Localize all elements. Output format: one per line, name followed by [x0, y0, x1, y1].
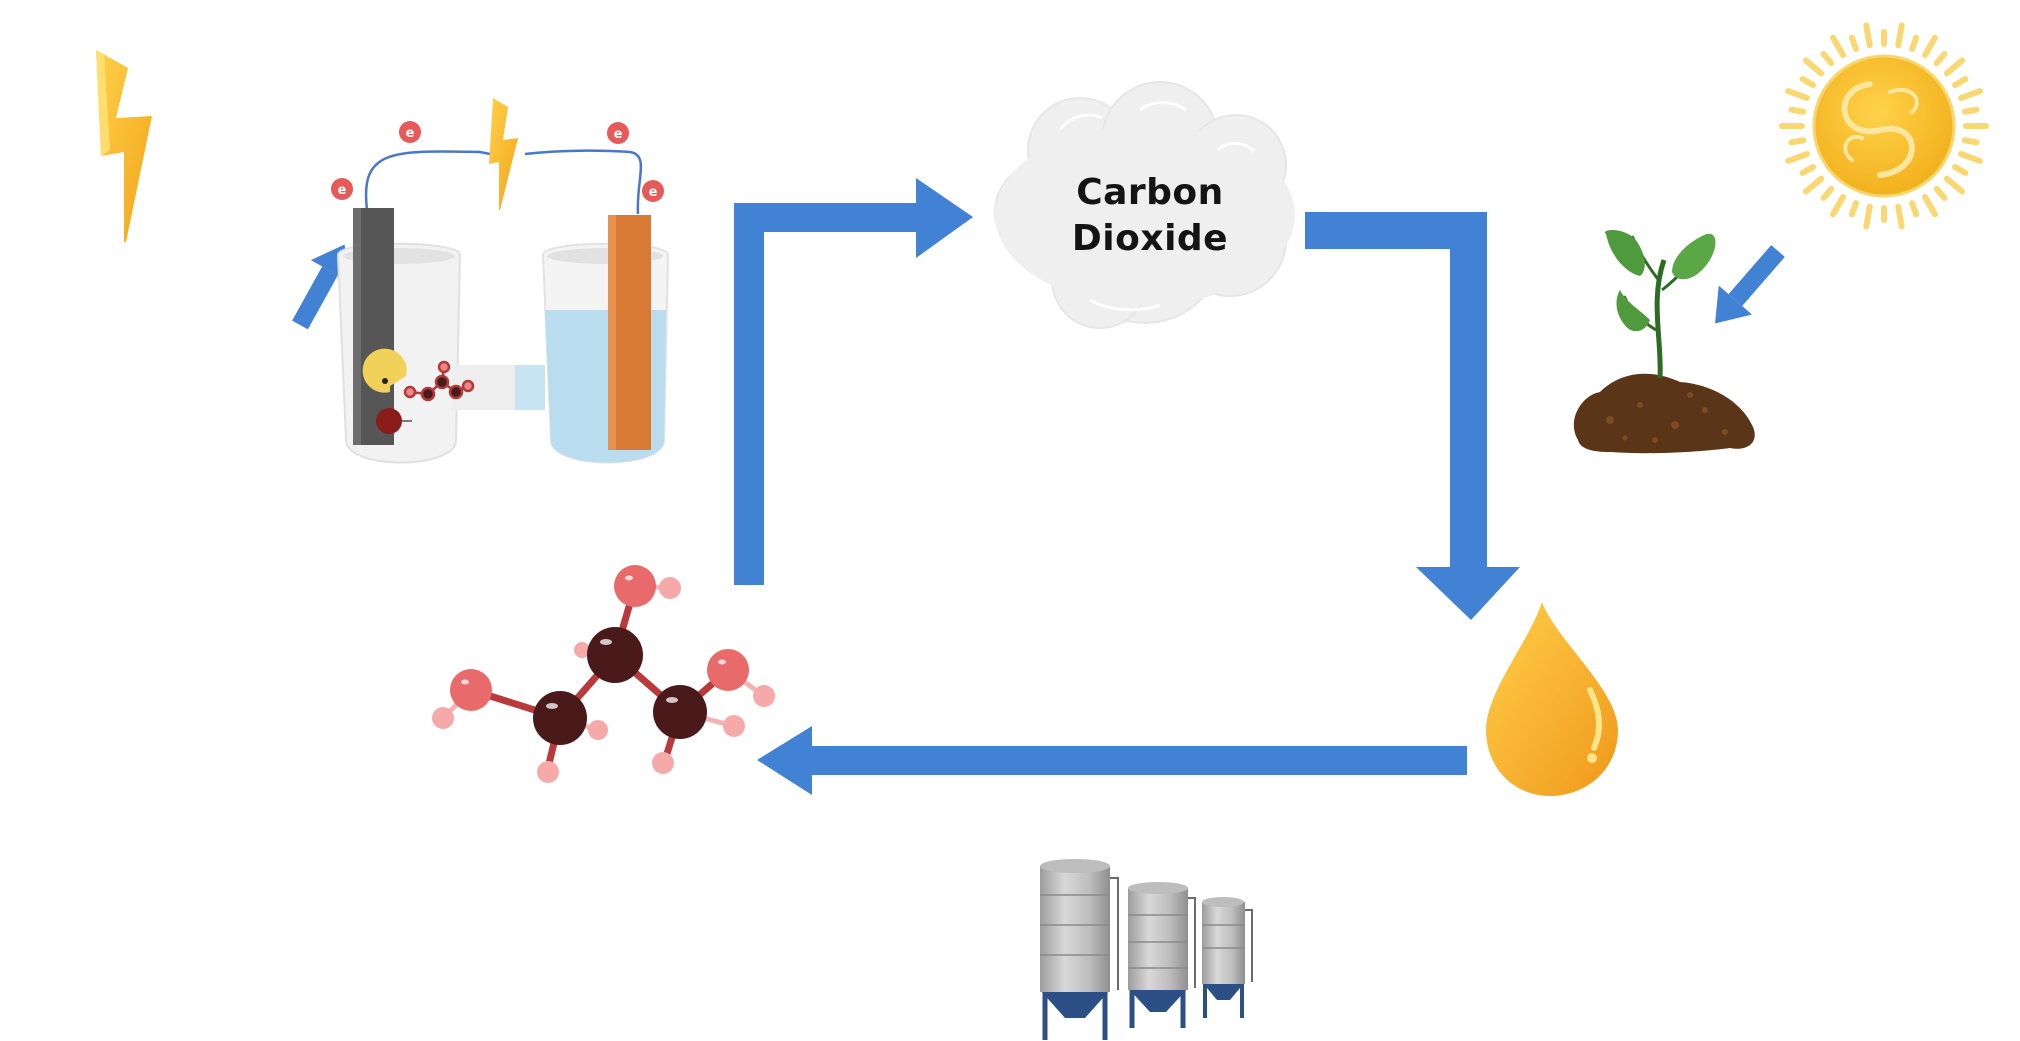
sun-ray [1933, 185, 1948, 202]
sun-ray [1802, 57, 1825, 77]
sun-ray [1785, 151, 1810, 164]
sun-ray [1802, 175, 1825, 195]
sun-ray [1909, 34, 1920, 52]
electron-4-label: e [649, 185, 658, 200]
arrow-molecule-to-co2 [734, 178, 973, 585]
silo-large [1040, 859, 1119, 1040]
sun-ray [1863, 22, 1873, 49]
molecule-icon [432, 565, 775, 783]
sun-ray [1895, 22, 1905, 49]
sun-ray [1863, 203, 1873, 230]
sun-ray [1785, 88, 1810, 101]
cycle-arrows [292, 178, 1785, 795]
sun-ray [1952, 164, 1969, 176]
electron-2-label: e [338, 183, 347, 198]
sun-ray [1943, 57, 1966, 77]
arrow-sun-to-plant [1715, 245, 1785, 324]
sun-ray [1943, 175, 1966, 195]
sun-ray [1958, 151, 1983, 164]
sun-ray [1958, 88, 1983, 101]
sun-ray [1830, 194, 1846, 218]
silo-medium [1128, 882, 1196, 1028]
electron-3: e [607, 122, 629, 144]
sun-ray [1820, 50, 1835, 67]
sun-ray [1961, 137, 1980, 146]
arrow-oil-to-molecule [757, 726, 1467, 795]
mini-molecule-icon [403, 360, 475, 402]
lightning-bolt-icon [96, 50, 152, 242]
sun-ray [1799, 76, 1816, 88]
sun-ray [1788, 106, 1807, 115]
electron-3-label: e [614, 127, 623, 142]
electrolysis-cell-icon: e e e e [331, 98, 670, 464]
electron-1: e [399, 121, 421, 143]
leaf-3 [1616, 290, 1650, 332]
sun-ray [1820, 185, 1835, 202]
wire-left [364, 150, 491, 211]
sun-ray [1830, 34, 1846, 58]
sun-ray [1788, 137, 1807, 146]
salt-bridge [452, 365, 520, 410]
electron-4: e [642, 180, 664, 202]
electron-1-label: e [406, 126, 415, 141]
sun-ray [1895, 203, 1905, 230]
arrow-co2-to-oil [1305, 212, 1520, 620]
sun-ray [1952, 76, 1969, 88]
sprout-in-soil-icon [1573, 230, 1755, 454]
wire-right [524, 149, 643, 215]
leaf-2 [1604, 230, 1645, 276]
leaf-1 [1672, 233, 1716, 280]
silo-small [1202, 897, 1253, 1018]
sun-ray [1848, 34, 1859, 52]
sun-ray [1848, 200, 1859, 218]
carbon-dioxide-line2: Dioxide [1071, 218, 1229, 259]
catalyst-pacman-icon [362, 348, 412, 434]
electron-2: e [331, 178, 353, 200]
sun-ray [1961, 106, 1980, 115]
sun-ray [1922, 34, 1938, 58]
cell-lightning-icon [489, 98, 518, 210]
sun-ray [1799, 164, 1816, 176]
sun-ray [1922, 194, 1938, 218]
oil-drop-icon [1486, 602, 1618, 796]
sun-ray [1909, 200, 1920, 218]
carbon-dioxide-line1: Carbon [1076, 172, 1224, 213]
carbon-dioxide-label: Carbon Dioxide [1020, 170, 1280, 262]
electron-icons: e e e e [331, 121, 664, 202]
sun-ray [1933, 50, 1948, 67]
sun-icon [1779, 22, 1989, 230]
silo-tanks-icon [1040, 859, 1253, 1040]
